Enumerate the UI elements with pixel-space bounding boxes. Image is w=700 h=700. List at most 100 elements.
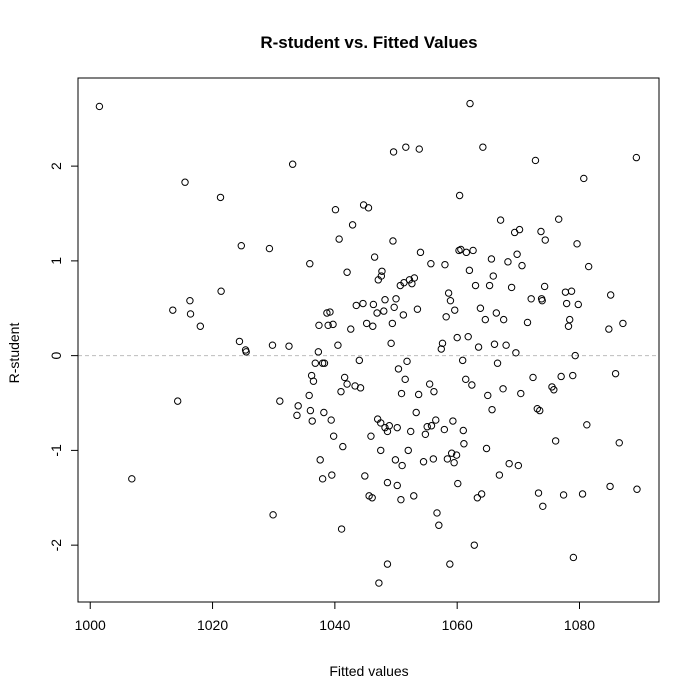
data-point xyxy=(329,320,337,329)
data-point xyxy=(337,387,345,396)
data-point xyxy=(217,287,225,295)
data-point xyxy=(356,384,365,392)
data-point xyxy=(389,237,397,245)
data-point xyxy=(464,332,472,341)
data-point xyxy=(343,380,351,388)
data-point xyxy=(454,479,462,488)
data-point xyxy=(574,300,582,309)
data-point xyxy=(318,475,327,483)
data-point xyxy=(476,304,485,312)
data-point xyxy=(305,391,313,400)
data-point xyxy=(403,357,411,366)
data-point xyxy=(555,215,563,223)
data-point xyxy=(451,306,459,314)
data-point xyxy=(539,502,547,510)
data-point xyxy=(402,143,410,151)
data-point xyxy=(377,272,386,280)
data-point xyxy=(455,191,464,200)
data-point xyxy=(276,397,284,405)
data-point xyxy=(584,262,593,271)
y-axis-label: R-student xyxy=(6,323,22,384)
data-point xyxy=(334,341,342,349)
data-point xyxy=(446,560,454,568)
data-point xyxy=(405,276,414,284)
data-point xyxy=(481,315,490,324)
data-point xyxy=(314,348,323,356)
data-point xyxy=(335,235,343,243)
data-point xyxy=(367,432,375,440)
x-axis: 1000 1020 1040 1060 1080 xyxy=(75,601,595,633)
data-point xyxy=(473,494,482,502)
data-point xyxy=(442,313,450,321)
data-point xyxy=(375,579,383,587)
y-tick-label: -1 xyxy=(48,444,64,457)
data-point xyxy=(414,390,423,399)
data-point xyxy=(293,411,301,420)
data-point xyxy=(578,490,587,498)
data-point xyxy=(537,227,545,236)
data-point xyxy=(443,455,452,463)
data-point xyxy=(619,319,627,328)
data-point xyxy=(416,248,425,257)
x-tick-label: 1000 xyxy=(75,617,106,633)
data-point xyxy=(502,341,510,349)
data-point xyxy=(323,309,331,317)
data-point xyxy=(487,255,496,263)
data-point xyxy=(551,437,560,445)
data-point xyxy=(387,339,395,348)
data-point xyxy=(580,174,588,183)
data-point xyxy=(339,442,347,451)
data-point xyxy=(499,385,507,393)
data-point xyxy=(394,365,403,373)
data-point xyxy=(362,319,371,328)
data-point xyxy=(507,283,516,292)
data-point xyxy=(550,386,558,394)
data-point xyxy=(390,303,398,312)
data-point xyxy=(423,423,431,431)
data-point xyxy=(388,319,397,328)
data-point xyxy=(373,309,381,317)
data-point xyxy=(327,416,335,424)
x-tick-label: 1020 xyxy=(197,617,228,633)
data-point xyxy=(380,307,388,315)
data-point xyxy=(446,296,455,305)
data-point xyxy=(429,455,438,463)
data-point xyxy=(606,291,615,299)
data-point xyxy=(438,339,447,348)
data-point xyxy=(340,373,349,382)
data-point xyxy=(308,417,316,425)
data-point xyxy=(477,490,486,498)
y-tick-label: 0 xyxy=(48,352,64,360)
data-point xyxy=(311,359,319,367)
data-point xyxy=(533,405,541,413)
data-point xyxy=(95,102,104,111)
chart-title: R-student vs. Fitted Values xyxy=(260,33,477,52)
x-tick-label: 1040 xyxy=(319,617,350,633)
data-point xyxy=(460,440,468,448)
data-point xyxy=(237,242,245,250)
data-point xyxy=(328,471,336,479)
plot-frame xyxy=(77,77,660,603)
data-point xyxy=(128,475,136,483)
data-point xyxy=(517,389,525,398)
data-point xyxy=(437,345,445,353)
data-point xyxy=(450,459,458,467)
data-point xyxy=(392,295,400,303)
data-point xyxy=(531,156,540,165)
data-point xyxy=(557,372,565,381)
data-point xyxy=(611,369,620,378)
data-point xyxy=(425,380,434,388)
data-point xyxy=(441,260,449,269)
data-point xyxy=(235,337,244,346)
data-point xyxy=(216,193,225,202)
data-point xyxy=(484,391,492,400)
data-point xyxy=(412,408,420,417)
data-point xyxy=(368,494,376,502)
data-point xyxy=(421,430,430,438)
data-point xyxy=(413,305,422,313)
data-point xyxy=(427,260,435,268)
data-point xyxy=(493,359,502,367)
data-point xyxy=(404,446,412,455)
data-point xyxy=(523,318,532,327)
